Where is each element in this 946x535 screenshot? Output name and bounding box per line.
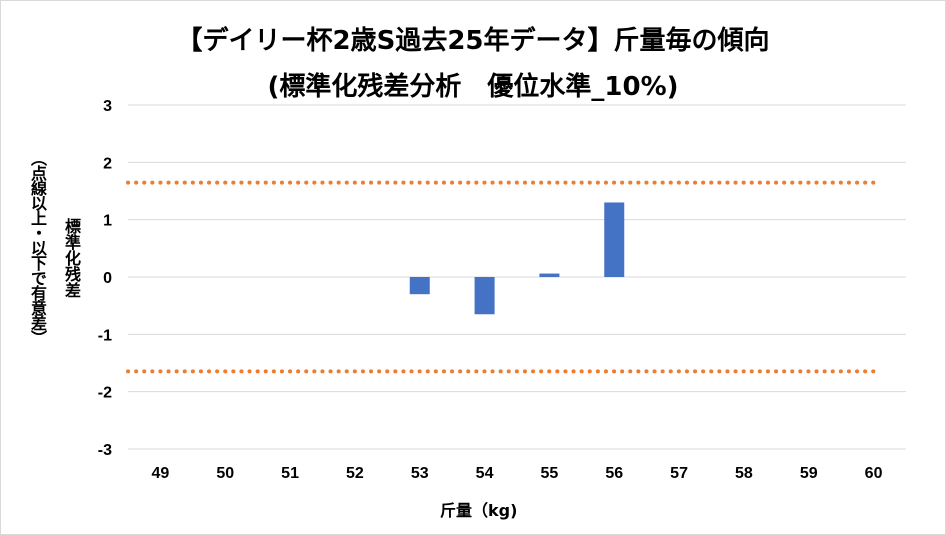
x-tick-label: 59 <box>800 465 818 482</box>
x-tick-label: 52 <box>346 465 364 482</box>
x-tick-label: 51 <box>281 465 299 482</box>
y-axis-label: 標準化残差 <box>62 218 81 298</box>
chart-title: 【デイリー杯2歳S過去25年データ】斤量毎の傾向 <box>176 26 770 56</box>
y-axis-note: （点線以上・以下で有意差） <box>28 150 47 345</box>
y-tick-label: -2 <box>98 385 112 402</box>
y-tick-label: 2 <box>103 155 112 172</box>
x-tick-label: 53 <box>411 465 429 482</box>
bar <box>604 202 625 277</box>
x-tick-label: 50 <box>216 465 234 482</box>
x-tick-label: 54 <box>476 465 494 482</box>
x-tick-label: 56 <box>605 465 623 482</box>
y-tick-label: -3 <box>98 442 112 459</box>
x-tick-label: 49 <box>152 465 170 482</box>
y-tick-label: 0 <box>103 270 112 287</box>
x-tick-label: 60 <box>865 465 883 482</box>
bar <box>474 277 495 315</box>
y-tick-label: 3 <box>103 98 112 115</box>
chart-subtitle: (標準化残差分析 優位水準_10%) <box>267 72 679 102</box>
bar <box>409 277 430 295</box>
y-tick-label: -1 <box>98 327 112 344</box>
x-tick-label: 55 <box>541 465 559 482</box>
x-axis-label: 斤量（kg) <box>440 501 518 520</box>
x-tick-label: 58 <box>735 465 753 482</box>
bar <box>539 273 560 277</box>
x-tick-label: 57 <box>670 465 688 482</box>
y-tick-label: 1 <box>103 213 112 230</box>
